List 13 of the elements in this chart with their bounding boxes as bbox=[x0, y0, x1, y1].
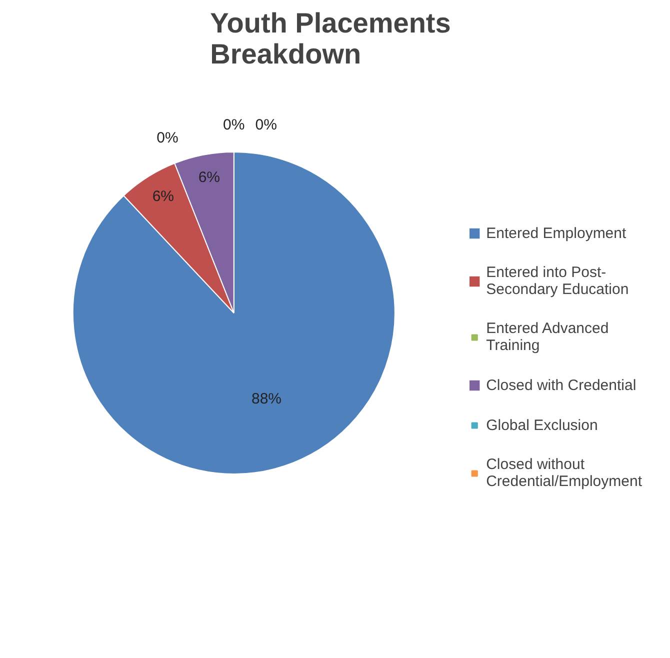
text: 0% bbox=[255, 116, 277, 134]
legend-label: Entered into Post-Secondary Education bbox=[486, 264, 629, 298]
text: 0% bbox=[223, 116, 245, 134]
legend-label: Entered Employment bbox=[486, 224, 626, 242]
legend-label: Closed with Credential bbox=[486, 376, 636, 394]
legend-label: Global Exclusion bbox=[486, 416, 598, 434]
legend-label: Closed without Credential/Employment bbox=[486, 456, 642, 490]
data-label: 6% bbox=[198, 169, 220, 186]
chart-title: Youth Placements Breakdown bbox=[210, 8, 451, 70]
legend-label: Entered Advanced Training bbox=[486, 320, 609, 354]
data-label: 88% bbox=[251, 390, 282, 408]
text: 0% bbox=[156, 130, 178, 147]
data-label: 6% bbox=[152, 188, 174, 206]
